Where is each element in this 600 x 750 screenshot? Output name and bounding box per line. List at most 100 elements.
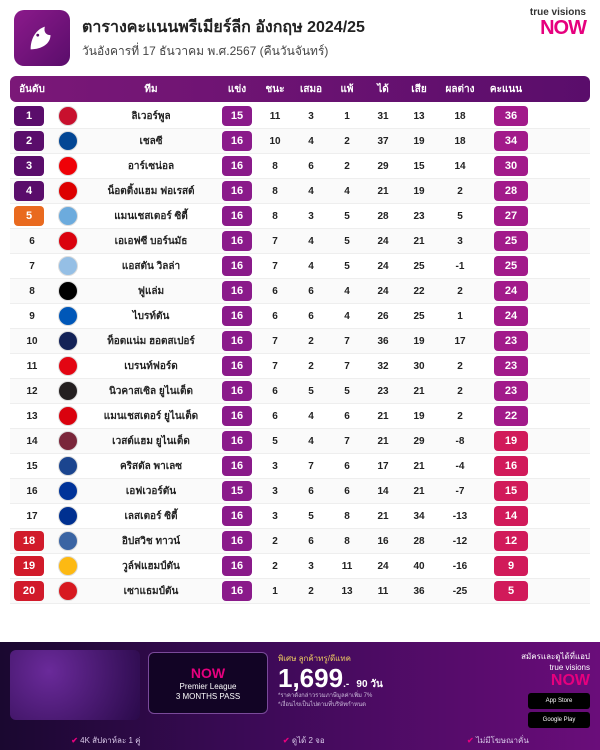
gf-cell: 21 xyxy=(366,436,400,447)
lost-cell: 2 xyxy=(330,161,364,172)
drawn-cell: 6 xyxy=(294,536,328,547)
ga-cell: 28 xyxy=(402,536,436,547)
played-cell: 16 xyxy=(222,456,252,476)
note1: *ราคาดังกล่าวรวมภาษีมูลค่าเพิ่ม 7% xyxy=(278,693,428,700)
team-crest xyxy=(58,456,78,476)
rank-cell: 17 xyxy=(14,511,50,522)
ga-cell: 21 xyxy=(402,461,436,472)
gd-cell: -7 xyxy=(438,486,482,497)
won-cell: 3 xyxy=(258,511,292,522)
gf-cell: 21 xyxy=(366,411,400,422)
gd-cell: 1 xyxy=(438,311,482,322)
played-cell: 16 xyxy=(222,256,252,276)
gf-cell: 11 xyxy=(366,586,400,597)
gf-cell: 36 xyxy=(366,336,400,347)
ga-cell: 21 xyxy=(402,486,436,497)
gd-cell: 14 xyxy=(438,161,482,172)
points-cell: 14 xyxy=(494,506,528,526)
table-row: 11เบรนท์ฟอร์ด167273230223 xyxy=(10,354,590,379)
lost-cell: 4 xyxy=(330,286,364,297)
footer-right: สมัครและดูได้ที่แอป true visions NOW App… xyxy=(521,650,590,746)
premier-league-logo xyxy=(14,10,70,66)
won-cell: 3 xyxy=(258,486,292,497)
played-cell: 16 xyxy=(222,206,252,226)
gd-cell: -25 xyxy=(438,586,482,597)
won-cell: 1 xyxy=(258,586,292,597)
drawn-cell: 4 xyxy=(294,236,328,247)
lost-cell: 5 xyxy=(330,386,364,397)
ga-cell: 13 xyxy=(402,111,436,122)
ga-cell: 22 xyxy=(402,286,436,297)
gd-cell: -4 xyxy=(438,461,482,472)
table-row: 17เลสเตอร์ ซิตี้163582134-1314 xyxy=(10,504,590,529)
rank-cell: 20 xyxy=(14,581,44,601)
rank-cell: 8 xyxy=(14,286,50,297)
col-played: แข่ง xyxy=(218,82,256,97)
won-cell: 10 xyxy=(258,136,292,147)
won-cell: 6 xyxy=(258,311,292,322)
points-cell: 27 xyxy=(494,206,528,226)
won-cell: 11 xyxy=(258,111,292,122)
points-cell: 9 xyxy=(494,556,528,576)
pass-line2: 3 MONTHS PASS xyxy=(176,692,240,702)
gf-cell: 24 xyxy=(366,236,400,247)
team-name: เวสต์แฮม ยูไนเต็ด xyxy=(86,434,216,449)
gd-cell: 17 xyxy=(438,336,482,347)
lost-cell: 2 xyxy=(330,136,364,147)
won-cell: 8 xyxy=(258,161,292,172)
points-cell: 34 xyxy=(494,131,528,151)
ga-cell: 29 xyxy=(402,436,436,447)
played-cell: 16 xyxy=(222,531,252,551)
drawn-cell: 6 xyxy=(294,286,328,297)
price-unit: .- xyxy=(343,679,349,690)
team-crest xyxy=(58,156,78,176)
ga-cell: 23 xyxy=(402,211,436,222)
team-name: เบรนท์ฟอร์ด xyxy=(86,359,216,374)
table-row: 13แมนเชสเตอร์ ยูไนเต็ด166462119222 xyxy=(10,404,590,429)
appstore-badge[interactable]: App Store xyxy=(528,693,590,709)
gf-cell: 26 xyxy=(366,311,400,322)
team-crest xyxy=(58,181,78,201)
feature-3: ไม่มีโฆษณาคั่น xyxy=(467,734,529,747)
rank-cell: 4 xyxy=(14,181,44,201)
points-cell: 23 xyxy=(494,381,528,401)
lost-cell: 11 xyxy=(330,561,364,572)
promo-footer: NOW Premier League 3 MONTHS PASS พิเศษ ล… xyxy=(0,642,600,750)
team-name: ไบรท์ตัน xyxy=(86,309,216,324)
team-name: เลสเตอร์ ซิตี้ xyxy=(86,509,216,524)
team-crest xyxy=(58,281,78,301)
team-name: น็อตติ้งแฮม ฟอเรสต์ xyxy=(86,184,216,199)
played-cell: 15 xyxy=(222,106,252,126)
feature-2: ดูได้ 2 จอ xyxy=(283,734,325,747)
col-drawn: เสมอ xyxy=(294,82,328,97)
gf-cell: 24 xyxy=(366,286,400,297)
won-cell: 8 xyxy=(258,186,292,197)
played-cell: 15 xyxy=(222,481,252,501)
played-cell: 16 xyxy=(222,581,252,601)
rank-cell: 19 xyxy=(14,556,44,576)
team-crest xyxy=(58,206,78,226)
lost-cell: 5 xyxy=(330,261,364,272)
points-cell: 5 xyxy=(494,581,528,601)
played-cell: 16 xyxy=(222,231,252,251)
drawn-cell: 7 xyxy=(294,461,328,472)
brand-line2: NOW xyxy=(530,18,586,38)
team-name: แมนเชสเตอร์ ซิตี้ xyxy=(86,209,216,224)
promo-artwork xyxy=(10,650,140,720)
table-row: 10ท็อตแน่ม ฮอตสเปอร์1672736191723 xyxy=(10,329,590,354)
feature-1: 4K สัปดาห์ละ 1 คู่ xyxy=(71,734,140,747)
team-name: เอฟเวอร์ตัน xyxy=(86,484,216,499)
footer-features: 4K สัปดาห์ละ 1 คู่ ดูได้ 2 จอ ไม่มีโฆษณา… xyxy=(0,734,600,747)
drawn-cell: 6 xyxy=(294,311,328,322)
points-cell: 25 xyxy=(494,231,528,251)
googleplay-badge[interactable]: Google Play xyxy=(528,712,590,728)
table-header: อันดับ ทีม แข่ง ชนะ เสมอ แพ้ ได้ เสีย ผล… xyxy=(10,76,590,102)
lost-cell: 7 xyxy=(330,336,364,347)
points-cell: 24 xyxy=(494,281,528,301)
drawn-cell: 4 xyxy=(294,436,328,447)
team-name: แมนเชสเตอร์ ยูไนเต็ด xyxy=(86,409,216,424)
price: 1,699.- 90 วัน xyxy=(278,665,428,691)
table-body: 1ลิเวอร์พูล151131311318362เชลซี161042371… xyxy=(10,104,590,604)
points-cell: 12 xyxy=(494,531,528,551)
ga-cell: 30 xyxy=(402,361,436,372)
